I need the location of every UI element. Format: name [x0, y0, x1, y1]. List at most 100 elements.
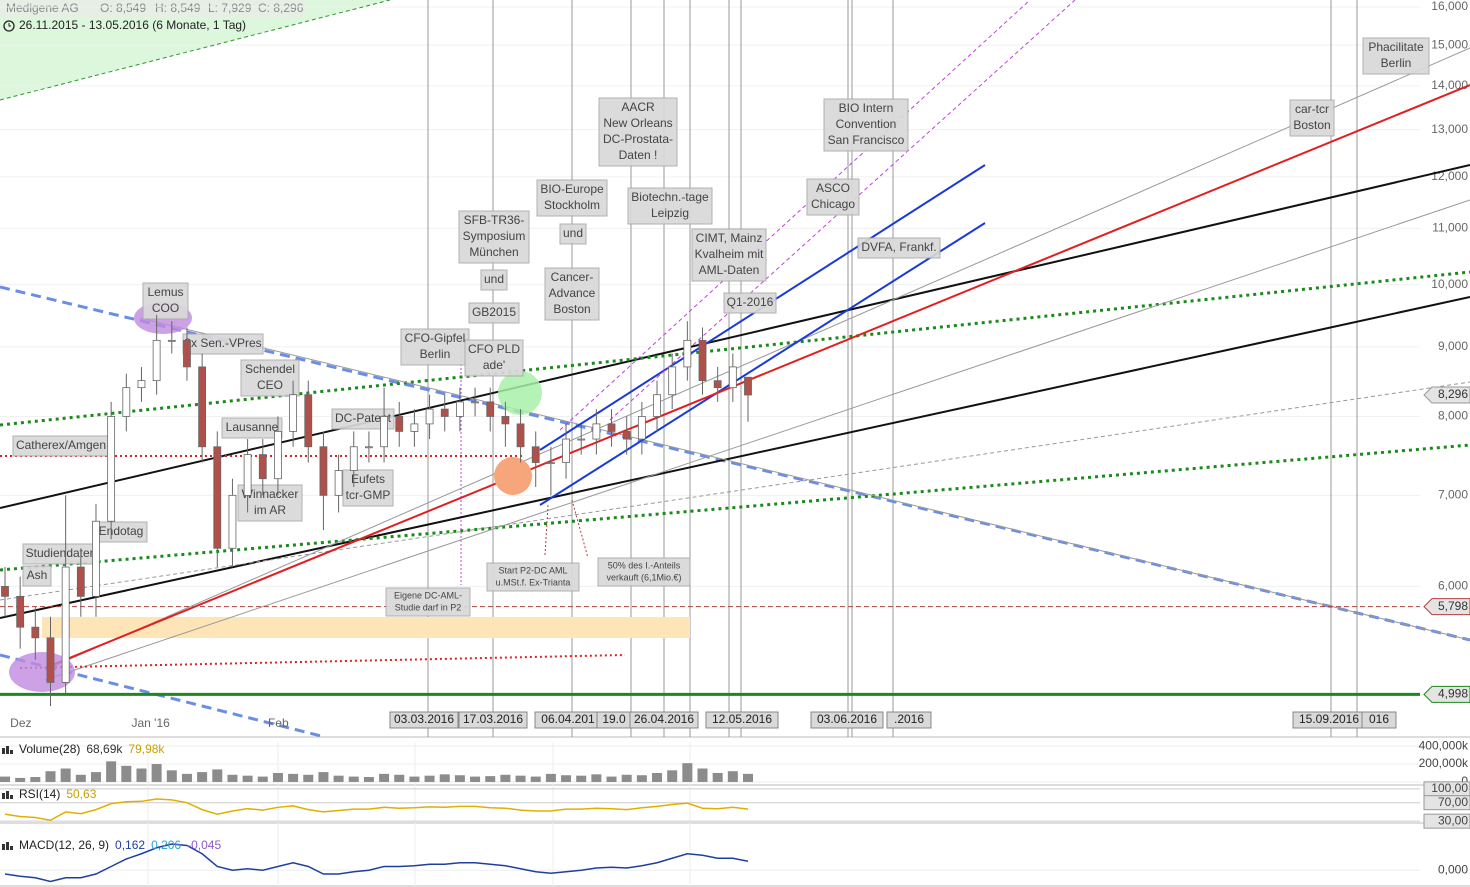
annotation-text: Ash [27, 568, 48, 582]
annotation-text: und [563, 226, 583, 240]
volume-bar [409, 776, 420, 782]
clock-icon [8, 23, 11, 27]
candle-body [365, 446, 373, 449]
annotation-text: Winnacker [242, 487, 299, 501]
volume-bar [151, 764, 162, 782]
event-date: 26.04.2016 [634, 712, 694, 726]
annotation-text: Lausanne [226, 420, 279, 434]
candle-body [683, 339, 692, 368]
y-tick-label: 400,000k [1419, 738, 1469, 752]
annotation-text: car-tcr [1295, 102, 1329, 116]
annotation-box [385, 587, 471, 617]
candle-body [183, 339, 191, 368]
y-tick-label: 0,000 [1438, 862, 1468, 876]
instrument: Medigene AG [6, 1, 79, 15]
candle-body [304, 394, 313, 448]
candle-body [107, 416, 116, 522]
candle-body [243, 454, 252, 496]
annotation-text: Boston [553, 302, 590, 316]
trend-line [44, 47, 1470, 671]
volume-bar [606, 776, 617, 782]
annotation-text: Cancer- [551, 270, 594, 284]
candle-body [228, 494, 237, 549]
legend-value: 68,69k [86, 742, 123, 756]
volume-bar [288, 773, 299, 782]
candle-body [289, 394, 298, 432]
y-tick-label: 16,000 [1431, 0, 1468, 13]
x-tick-label: Feb [268, 716, 289, 730]
volume-bar [667, 770, 678, 782]
volume-bar [136, 768, 147, 782]
annotation-text: Studie darf in P2 [395, 602, 462, 612]
trend-line [559, 0, 1031, 431]
candle-body [274, 431, 282, 480]
volume-bar [454, 775, 465, 782]
volume-bar [75, 774, 86, 782]
highlight [494, 457, 532, 495]
volume-bar [394, 774, 405, 782]
annotation-box [182, 333, 264, 355]
candle-body [61, 566, 70, 683]
annotation-text: BIO-Europe [540, 182, 604, 196]
header-bg [0, 0, 305, 17]
annotation-text: Berlin [1381, 56, 1412, 70]
trend-line [571, 499, 589, 559]
annotation-text: Eigene DC-AML- [394, 590, 462, 600]
y-tick-label: 0 [1461, 774, 1468, 788]
candle-body [395, 416, 404, 432]
annotation-text: Catherex/Amgen [16, 438, 106, 452]
y-tick-label: 12,000 [1431, 169, 1468, 183]
annotation-text: ASCO [816, 181, 850, 195]
panel-icon [2, 791, 13, 799]
y-tick-label: 13,000 [1431, 122, 1468, 136]
candle-body [122, 387, 131, 417]
indicator-line [4, 798, 749, 822]
annotation-box [806, 178, 860, 216]
annotation-box [597, 557, 691, 587]
volume-bar [166, 770, 177, 782]
annotation-text: ade' [483, 358, 505, 372]
candle-body [653, 394, 661, 417]
annotation-box [823, 98, 909, 152]
candle-body [410, 423, 419, 432]
volume-bar [727, 771, 738, 782]
annotation-text: u.MSt.f. Ex-Trianta [496, 577, 571, 587]
date-box [705, 711, 779, 729]
date-box [458, 711, 528, 729]
tick-box [1423, 813, 1470, 829]
zone-band [42, 617, 690, 638]
annotation-box [331, 408, 395, 430]
volume-bar [439, 774, 450, 782]
annotation-box [486, 562, 580, 592]
volume-bar [515, 775, 526, 782]
annotation-text: Berlin [420, 347, 451, 361]
annotation-text: München [469, 245, 518, 259]
candle-body [577, 438, 586, 441]
annotation-box [1289, 99, 1335, 137]
annotation-box [723, 292, 777, 314]
candle-body [562, 438, 570, 463]
annotation-text: Symposium [463, 229, 526, 243]
price-marker-label: 8,296 [1438, 387, 1468, 401]
trend-line [544, 504, 549, 556]
legend-value: 0,206 [151, 838, 181, 852]
volume-bar [485, 776, 496, 782]
annotation-box [468, 302, 520, 324]
annotation-text: CIMT, Mainz [696, 231, 763, 245]
annotation-text: DC-Patent [335, 411, 392, 425]
date-range: 26.11.2015 - 13.05.2016 (6 Monate, 1 Tag… [19, 18, 246, 32]
x-tick-label: Dez [10, 716, 31, 730]
date-box [1361, 711, 1397, 729]
volume-bar [424, 775, 435, 782]
event-date: 03.06.2016 [817, 712, 877, 726]
panel-title: RSI(14) [19, 787, 60, 801]
event-date: 12.05.2016 [712, 712, 772, 726]
annotation-box [598, 97, 678, 167]
annotation-text: Biotechn.-tage [631, 190, 709, 204]
event-date: 19.0 [602, 712, 626, 726]
candle-body [152, 339, 161, 382]
candle-body [622, 431, 631, 440]
volume-bar [530, 776, 541, 782]
candle-body [16, 595, 25, 628]
y-tick-label: 6,000 [1438, 579, 1468, 593]
